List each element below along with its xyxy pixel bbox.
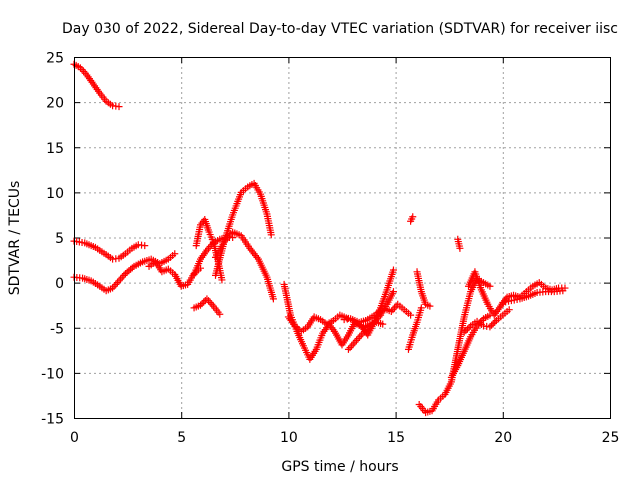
- x-tick-label: 15: [387, 430, 405, 446]
- data-point: [426, 302, 434, 310]
- data-point: [456, 244, 464, 252]
- data-point: [203, 295, 211, 303]
- data-point-interp: [491, 318, 499, 326]
- tick-layer: 0 5 10 15 20 25 -15 -10 -5 0 5 10 15 20 25: [41, 51, 619, 447]
- data-point-interp: [208, 300, 216, 308]
- x-tick-label: 0: [70, 430, 79, 446]
- data-point: [269, 295, 277, 303]
- series-arc-15: [404, 304, 425, 353]
- data-point: [351, 338, 359, 346]
- data-points: [70, 60, 569, 417]
- series-arc-22: [499, 287, 567, 306]
- data-point-interp: [112, 280, 120, 288]
- y-tick-label: -5: [50, 321, 64, 337]
- data-point-interp: [462, 327, 470, 335]
- series-arc-7: [190, 295, 224, 318]
- x-axis-label: GPS time / hours: [281, 459, 398, 475]
- data-point-interp: [128, 264, 136, 272]
- chart-title: Day 030 of 2022, Sidereal Day-to-day VTE…: [62, 21, 618, 37]
- data-point-interp: [465, 324, 473, 332]
- y-tick-label: 10: [46, 186, 64, 202]
- x-tick-label: 5: [177, 430, 186, 446]
- series-arc-18: [447, 311, 494, 381]
- y-tick-label: -10: [41, 366, 64, 382]
- y-tick-label: 25: [46, 51, 64, 67]
- data-point: [216, 310, 224, 318]
- data-point-interp: [200, 298, 208, 306]
- data-point-interp: [356, 333, 364, 341]
- data-point-interp: [463, 325, 471, 333]
- x-tick-label: 25: [602, 430, 620, 446]
- data-point: [559, 287, 567, 295]
- series-arc-19: [454, 235, 464, 252]
- data-point-interp: [120, 271, 128, 279]
- data-point: [486, 323, 494, 331]
- grid-layer: [74, 57, 610, 418]
- data-point: [379, 320, 387, 328]
- data-point-interp: [352, 336, 360, 344]
- series-arc-17: [415, 275, 494, 417]
- data-point: [196, 301, 204, 309]
- data-point-interp: [389, 306, 397, 314]
- y-tick-label: 5: [55, 231, 64, 247]
- data-point-interp: [489, 320, 497, 328]
- data-point: [460, 328, 468, 336]
- series-arc-13: [344, 288, 397, 353]
- data-point: [171, 250, 179, 258]
- data-point: [417, 304, 425, 312]
- series-arc-14: [407, 213, 417, 225]
- data-point-interp: [488, 321, 496, 329]
- y-tick-label: 15: [46, 141, 64, 157]
- plot-frame: [74, 57, 611, 419]
- data-point: [409, 213, 417, 221]
- data-point: [389, 266, 397, 274]
- series-arc-16: [413, 268, 434, 310]
- data-point-interp: [346, 344, 354, 352]
- data-point-interp: [117, 275, 125, 283]
- y-tick-label: -15: [41, 412, 64, 428]
- x-tick-label: 10: [280, 430, 298, 446]
- series-arc-21: [464, 268, 569, 319]
- data-point: [486, 282, 494, 290]
- series-arc-9: [212, 228, 277, 303]
- series-arc-2: [70, 237, 149, 263]
- data-point: [115, 277, 123, 285]
- data-point: [407, 311, 415, 319]
- data-point: [389, 288, 397, 296]
- data-point-interp: [354, 335, 362, 343]
- data-point-interp: [205, 297, 213, 305]
- data-point-interp: [80, 67, 88, 75]
- series-arc-3: [70, 250, 179, 295]
- series-arc-20: [460, 306, 513, 336]
- data-point: [115, 103, 123, 111]
- data-point-interp: [349, 340, 357, 348]
- y-axis-label: SDTVAR / TECUs: [7, 181, 23, 296]
- y-tick-label: 20: [46, 96, 64, 112]
- data-point: [505, 306, 513, 314]
- data-point-interp: [198, 300, 206, 308]
- y-tick-label: 0: [55, 276, 64, 292]
- data-point: [344, 345, 352, 353]
- data-point-interp: [348, 342, 356, 350]
- series-arc-8: [212, 179, 275, 279]
- data-point-interp: [113, 279, 121, 287]
- data-point-interp: [118, 273, 126, 281]
- x-tick-label: 20: [494, 430, 512, 446]
- data-point: [141, 242, 149, 250]
- data-point: [218, 276, 226, 284]
- data-point: [267, 231, 275, 239]
